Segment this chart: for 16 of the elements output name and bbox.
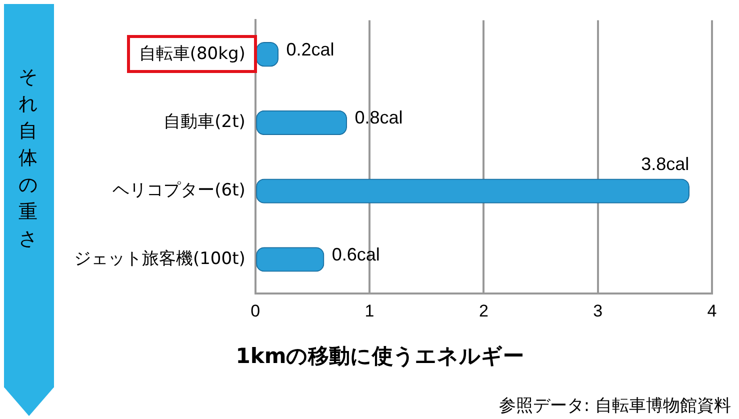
x-tick-label: 4 xyxy=(707,301,717,320)
y-tick-label: 自動車(2t) xyxy=(164,112,246,132)
y-axis-title: それ自体の重さ xyxy=(18,65,38,252)
x-tick-label: 1 xyxy=(364,301,374,320)
y-tick-label: ヘリコプター(6t) xyxy=(112,180,246,200)
data-label: 3.8cal xyxy=(641,154,690,174)
y-tick-label: ジェット旅客機(100t) xyxy=(74,248,246,269)
x-tick-label: 0 xyxy=(250,301,260,320)
y-tick-label: 自転車(80kg) xyxy=(138,44,246,64)
data-label: 0.8cal xyxy=(354,108,403,128)
x-tick-label: 2 xyxy=(478,301,488,320)
text: 参照データ: 自転車博物館資料 xyxy=(498,395,731,417)
data-label: 0.6cal xyxy=(332,244,380,264)
x-axis-title: 1kmの移動に使うエネルギー xyxy=(234,343,526,370)
x-tick-label: 3 xyxy=(593,301,603,320)
data-label: 0.2cal xyxy=(286,39,334,60)
